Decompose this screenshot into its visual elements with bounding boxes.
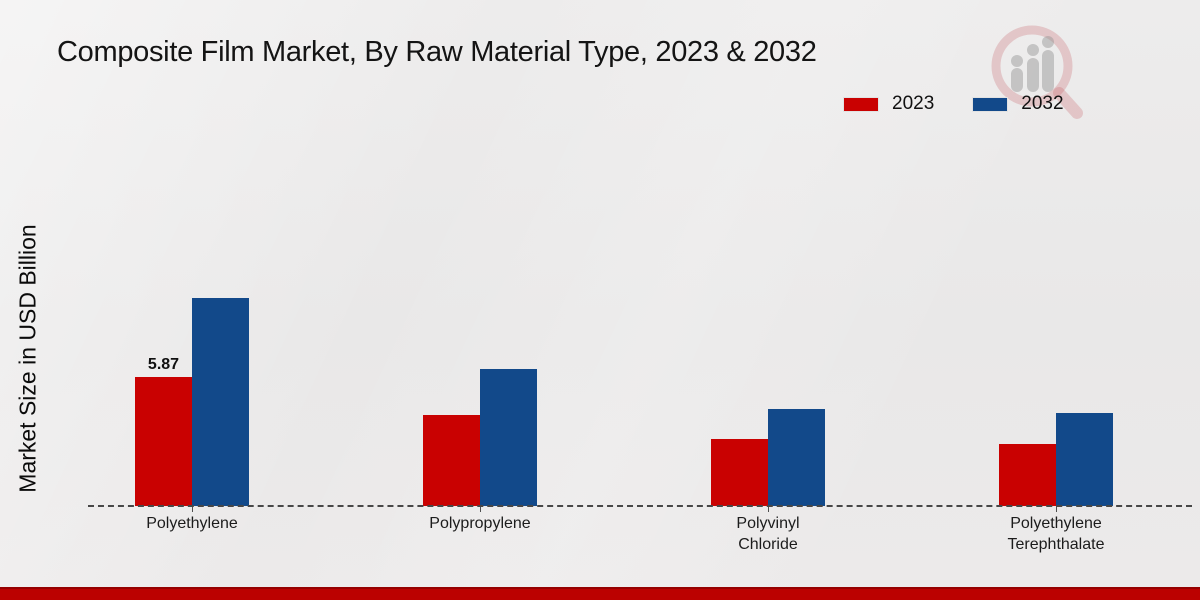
axis-tick-polypropylene [479,506,481,512]
legend-label-2023: 2023 [892,93,935,114]
chart-title: Composite Film Market, By Raw Material T… [57,36,817,68]
legend-swatch-2032-icon [972,96,1009,112]
category-group-polyethylene-terephthalate: Polyethylene Terephthalate [912,261,1200,556]
bar-2032-polypropylene [480,369,537,506]
y-axis-label: Market Size in USD Billion [14,224,41,493]
magnifier-bar-chart-logo-icon [991,25,1083,119]
legend-item-2032: 2032 [972,93,1064,115]
bar-2023-polyethylene [135,376,192,506]
data-label-2023-polyethylene: 5.87 [147,355,180,373]
footer-accent-bar [0,587,1200,600]
category-label-polyethylene-terephthalate: Polyethylene Terephthalate [1007,515,1105,553]
bar-2032-polyethylene [192,297,249,506]
category-group-polyvinyl-chloride: Polyvinyl Chloride [624,261,912,556]
legend-swatch-2023-icon [843,96,879,112]
bar-2023-polypropylene [423,414,480,506]
category-label-polypropylene: Polypropylene [429,515,531,532]
x-axis-baseline [88,505,1192,507]
bar-2023-polyethylene-terephthalate [999,444,1056,506]
bar-2023-polyvinyl-chloride [711,438,768,506]
axis-tick-polyethylene [191,506,193,512]
bar-2032-polyvinyl-chloride [768,408,825,506]
category-group-polyethylene: 5.87 Polyethylene [48,261,336,556]
category-label-polyethylene: Polyethylene [146,515,238,532]
axis-tick-polyvinyl-chloride [767,506,769,512]
category-group-polypropylene: Polypropylene [336,261,624,556]
legend-label-2032: 2032 [1021,93,1064,114]
plot-area: 5.87 Polyethylene Polypropylene Polyvinyl C… [48,261,1200,556]
legend: 2023 2032 [843,93,1064,115]
bar-2032-polyethylene-terephthalate [1056,413,1113,506]
axis-tick-polyethylene-terephthalate [1055,506,1057,512]
category-label-polyvinyl-chloride: Polyvinyl Chloride [736,515,800,553]
legend-item-2023: 2023 [843,93,934,115]
